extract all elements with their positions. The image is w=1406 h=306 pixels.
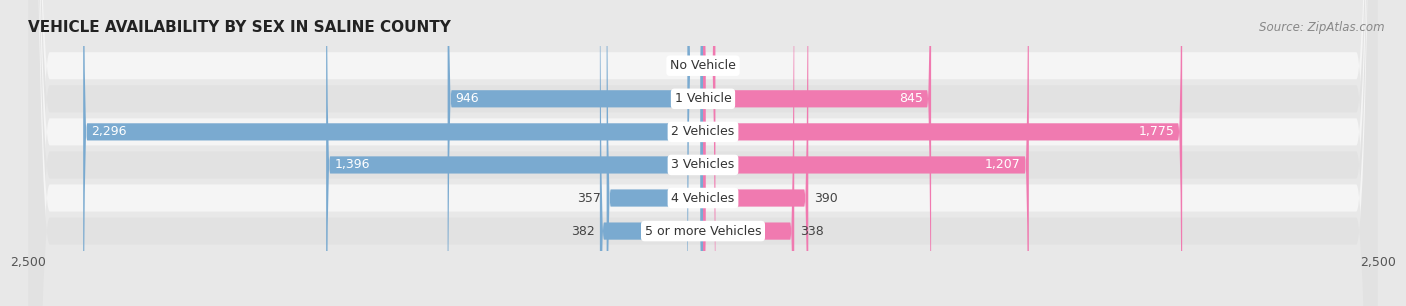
Text: 390: 390 [814,192,838,204]
Text: 382: 382 [571,225,595,237]
FancyBboxPatch shape [28,0,1378,306]
Text: 946: 946 [456,92,479,105]
FancyBboxPatch shape [703,0,931,306]
Text: Source: ZipAtlas.com: Source: ZipAtlas.com [1260,21,1385,34]
Text: 1,207: 1,207 [986,159,1021,171]
Text: 845: 845 [898,92,922,105]
Text: 1,775: 1,775 [1139,125,1174,138]
FancyBboxPatch shape [447,0,703,306]
FancyBboxPatch shape [28,0,1378,306]
Text: 4 Vehicles: 4 Vehicles [672,192,734,204]
Text: 338: 338 [800,225,824,237]
Text: 1 Vehicle: 1 Vehicle [675,92,731,105]
FancyBboxPatch shape [688,0,703,306]
Text: 3 Vehicles: 3 Vehicles [672,159,734,171]
FancyBboxPatch shape [28,0,1378,306]
Text: No Vehicle: No Vehicle [671,59,735,72]
FancyBboxPatch shape [703,0,808,306]
Text: 1,396: 1,396 [335,159,370,171]
FancyBboxPatch shape [28,0,1378,306]
FancyBboxPatch shape [703,0,794,306]
Text: VEHICLE AVAILABILITY BY SEX IN SALINE COUNTY: VEHICLE AVAILABILITY BY SEX IN SALINE CO… [28,20,451,35]
Text: 357: 357 [578,192,602,204]
Text: 46: 46 [721,59,737,72]
FancyBboxPatch shape [28,0,1378,306]
Text: 5 or more Vehicles: 5 or more Vehicles [645,225,761,237]
FancyBboxPatch shape [326,0,703,306]
FancyBboxPatch shape [703,0,1029,306]
FancyBboxPatch shape [28,0,1378,306]
FancyBboxPatch shape [703,0,716,306]
FancyBboxPatch shape [703,0,1182,306]
Text: 2,296: 2,296 [91,125,127,138]
FancyBboxPatch shape [606,0,703,306]
FancyBboxPatch shape [83,0,703,306]
Text: 2 Vehicles: 2 Vehicles [672,125,734,138]
Text: 58: 58 [666,59,682,72]
FancyBboxPatch shape [600,0,703,306]
